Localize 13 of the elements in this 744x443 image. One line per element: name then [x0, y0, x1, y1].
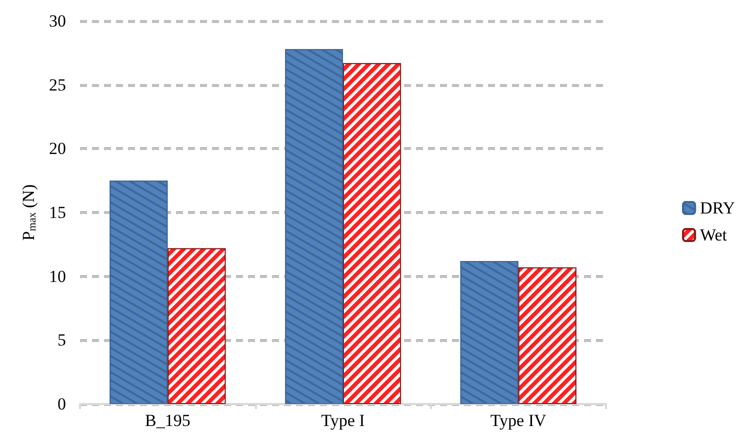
x-tick-label: Type IV [490, 411, 548, 430]
y-tick-label: 25 [49, 75, 66, 94]
y-tick-label: 20 [49, 139, 66, 158]
y-axis-title: Pmax (N) [19, 184, 39, 241]
y-tick-label: 30 [49, 12, 66, 30]
y-tick-label: 15 [49, 203, 66, 222]
y-tick-label: 0 [58, 394, 66, 414]
y-tick-label: 5 [58, 330, 66, 350]
x-tick-label: B_195 [144, 411, 190, 430]
x-tick-label: Type I [321, 411, 366, 430]
legend-label: DRY [700, 198, 736, 218]
y-tick-label: 10 [49, 266, 66, 286]
legend-label: Wet [700, 226, 728, 244]
